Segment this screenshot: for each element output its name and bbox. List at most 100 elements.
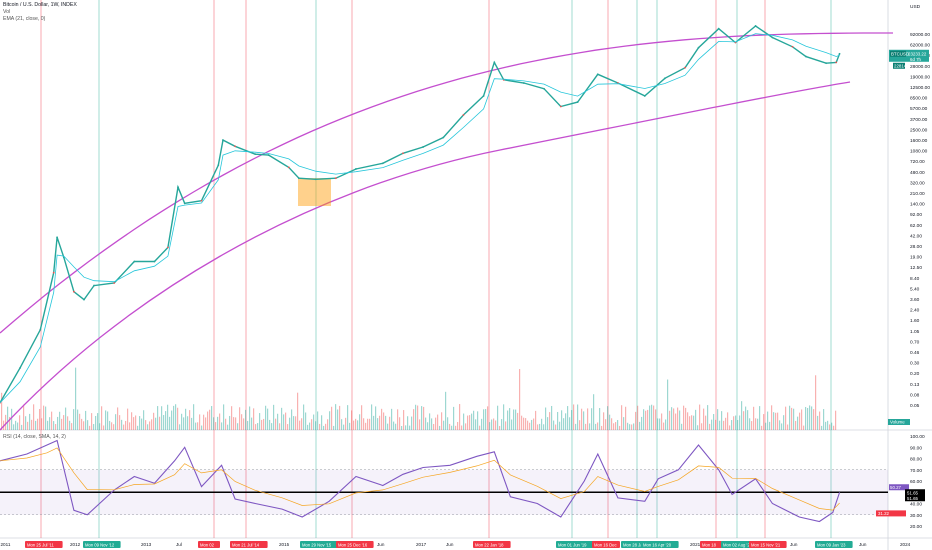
volume-bar: [779, 420, 781, 430]
volume-bar: [57, 416, 59, 430]
volume-bar: [13, 424, 15, 430]
volume-bar: [607, 406, 609, 430]
volume-bar: [655, 409, 657, 430]
time-axis-label: 2012: [70, 542, 81, 547]
price-tick-label: 12500.00: [910, 85, 930, 91]
price-tick-label: 0.30: [910, 361, 920, 367]
volume-bar: [359, 414, 361, 430]
volume-bar: [737, 419, 739, 430]
volume-bar: [775, 412, 777, 430]
volume-bar: [21, 424, 23, 430]
time-axis-label: 2011: [1, 542, 11, 547]
volume-bar: [621, 405, 623, 430]
volume-bar: [397, 409, 399, 430]
volume-bar: [825, 421, 827, 430]
volume-bar: [577, 404, 579, 430]
volume-bar: [81, 418, 83, 430]
volume-bar: [243, 418, 245, 430]
countdown-label: 6d 7h: [910, 57, 922, 62]
volume-bar: [559, 421, 561, 430]
price-point: [355, 168, 357, 170]
volume-bar: [273, 404, 275, 430]
volume-bar: [29, 413, 31, 430]
price-point: [133, 260, 136, 263]
volume-bar: [163, 415, 165, 430]
volume-bar: [793, 408, 795, 430]
volume-bar: [217, 416, 219, 430]
volume-bar: [323, 425, 325, 430]
price-point: [297, 177, 300, 180]
rsi-line: [0, 439, 841, 523]
price-point: [805, 55, 807, 58]
price-point: [522, 82, 525, 84]
date-flag-label: Mon 16 Apr '20: [643, 543, 672, 548]
volume-bar: [53, 421, 55, 430]
volume-bar: [747, 410, 749, 430]
volume-bar: [271, 423, 273, 430]
volume-bar: [65, 407, 67, 430]
volume-bar: [133, 417, 135, 430]
volume-bar: [117, 407, 119, 430]
volume-bar: [525, 418, 527, 430]
volume-bar: [723, 420, 725, 430]
volume-bar: [407, 416, 409, 430]
volume-bar: [711, 419, 713, 430]
date-flag-label: Mon 28 Jan '20: [623, 543, 652, 548]
volume-bar: [797, 416, 799, 430]
volume-bar: [237, 423, 239, 430]
volume-bar: [749, 418, 751, 430]
volume-bar: [773, 412, 775, 430]
volume-bar: [545, 407, 547, 430]
volume-bar: [45, 406, 47, 430]
volume-bar: [485, 409, 487, 430]
price-point: [543, 87, 545, 90]
price-tick-label: 140.00: [910, 202, 925, 208]
symbol-label: BTCUSD: [891, 51, 909, 56]
volume-bar: [197, 422, 199, 430]
volume-bar: [799, 412, 801, 430]
volume-bar: [687, 412, 689, 430]
volume-bar: [595, 423, 597, 430]
volume-bar: [191, 417, 193, 430]
price-line: [0, 25, 841, 404]
price-point: [835, 61, 838, 64]
volume-bar: [403, 410, 405, 430]
volume-bar: [557, 411, 559, 430]
price-point: [177, 186, 179, 189]
volume-bar: [549, 412, 551, 430]
volume-bar: [627, 422, 629, 430]
price-point: [664, 77, 666, 80]
date-flag: [700, 541, 722, 548]
volume-bar: [89, 425, 91, 430]
price-point: [93, 284, 95, 287]
volume-bar: [533, 418, 535, 430]
date-flag: [592, 541, 620, 548]
time-axis-label: 2024: [900, 542, 911, 547]
date-flag-label: Mon 25 Dec '16: [338, 543, 368, 548]
volume-bar: [121, 419, 123, 430]
time-axis-label: Jun: [446, 542, 454, 547]
volume-bar: [229, 415, 231, 430]
volume-bar: [669, 410, 671, 430]
volume-bar: [581, 408, 583, 430]
volume-bar: [575, 423, 577, 430]
rsi-tick-label: 100.00: [910, 434, 925, 440]
volume-bar: [483, 409, 485, 430]
volume-bar: [155, 417, 157, 430]
volume-bar: [769, 421, 771, 430]
price-point: [153, 260, 156, 263]
volume-bar: [339, 405, 341, 430]
volume-bar: [263, 418, 265, 430]
volume-bar: [759, 406, 761, 430]
last-price-label: 23233.22: [908, 51, 927, 56]
volume-bar: [597, 422, 599, 430]
volume-bar: [449, 423, 451, 430]
date-flag: [749, 541, 787, 548]
volume-bar: [589, 423, 591, 430]
volume-bar: [833, 425, 835, 430]
volume-bar: [469, 415, 471, 430]
volume-bar: [643, 409, 645, 430]
volume-bar: [813, 409, 815, 430]
volume-bar: [51, 411, 53, 430]
price-tick-label: 0.05: [910, 403, 920, 409]
